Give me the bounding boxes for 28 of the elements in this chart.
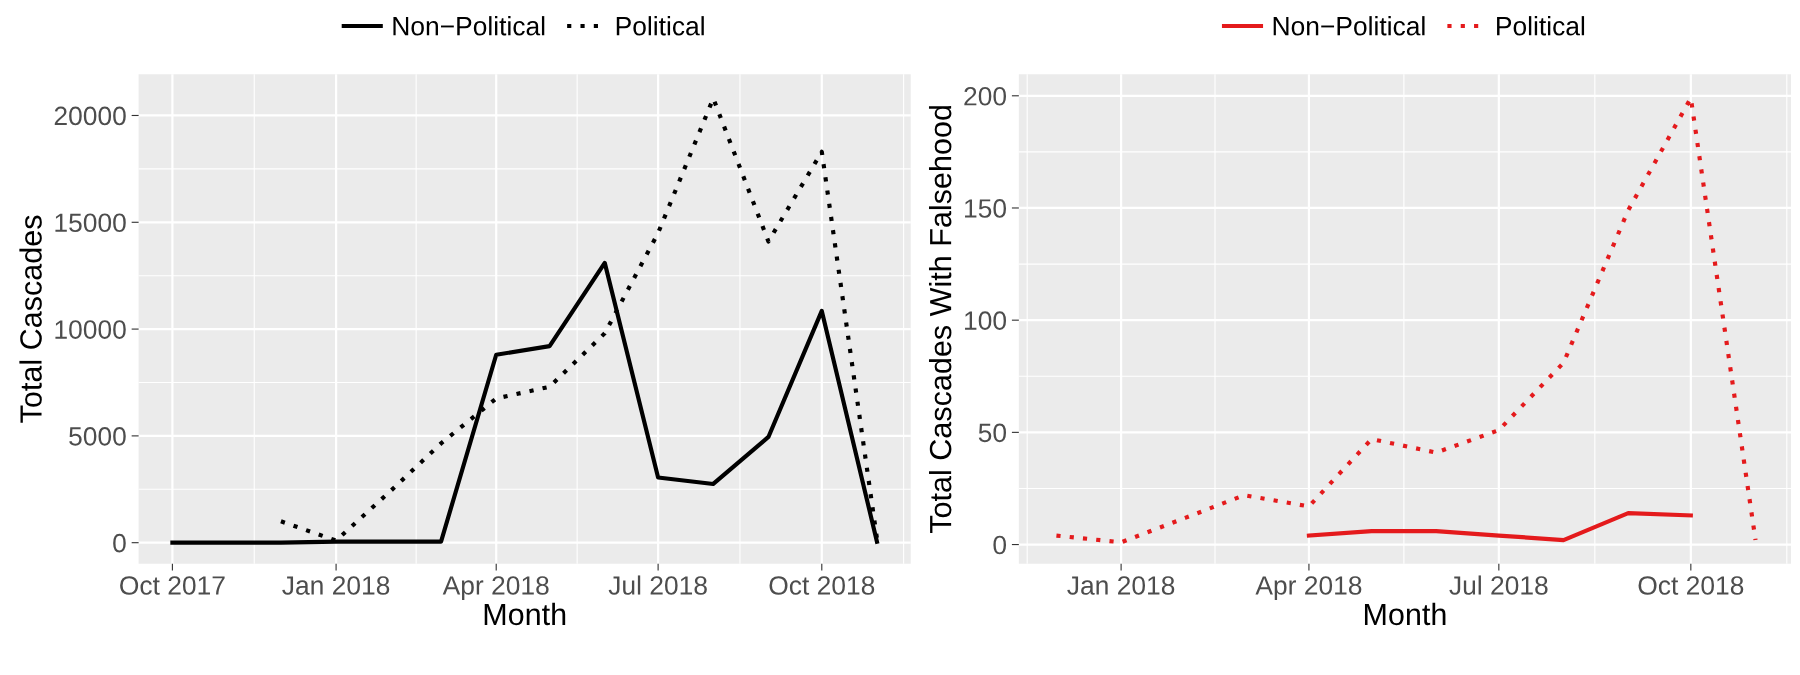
y-tick-label: 20000 (54, 106, 126, 126)
legend-label: Political (1497, 16, 1585, 36)
x-tick-label: Apr 2018 (1255, 576, 1362, 601)
x-tick-label: Oct 2018 (1638, 576, 1744, 595)
y-tick-label: 100 (965, 311, 1007, 330)
line-series (1306, 511, 1693, 543)
x-tick-label: Oct 2018 (769, 576, 875, 595)
x-tick-label: Apr 2018 (442, 576, 549, 601)
x-axis-title: Month (484, 602, 566, 626)
y-tick-label: 0 (113, 533, 126, 553)
x-tick-label: Oct 2017 (120, 576, 225, 595)
y-tick-label: 200 (964, 86, 1007, 106)
y-tick-label: 5000 (69, 427, 126, 446)
legend-label: Political (616, 16, 704, 36)
x-axis-title: Month (1364, 602, 1446, 626)
x-tick-label: Jan 2018 (282, 576, 390, 595)
y-axis-title: Total Cascades (19, 215, 42, 423)
y-tick-label: 50 (978, 423, 1007, 443)
y-tick-label: 10000 (55, 320, 126, 339)
y-tick-label: 0 (993, 535, 1007, 555)
y-tick-label: 15000 (55, 213, 126, 233)
x-tick-label: Jul 2018 (1449, 575, 1548, 595)
y-axis-title: Total Cascades With Falsehood (928, 106, 952, 534)
y-tick-label: 150 (965, 199, 1007, 218)
x-tick-label: Jan 2018 (1067, 576, 1175, 595)
legend-label: Non−Political (393, 16, 545, 36)
legend-label: Non−Political (1273, 16, 1425, 36)
x-tick-label: Jul 2018 (608, 575, 707, 595)
